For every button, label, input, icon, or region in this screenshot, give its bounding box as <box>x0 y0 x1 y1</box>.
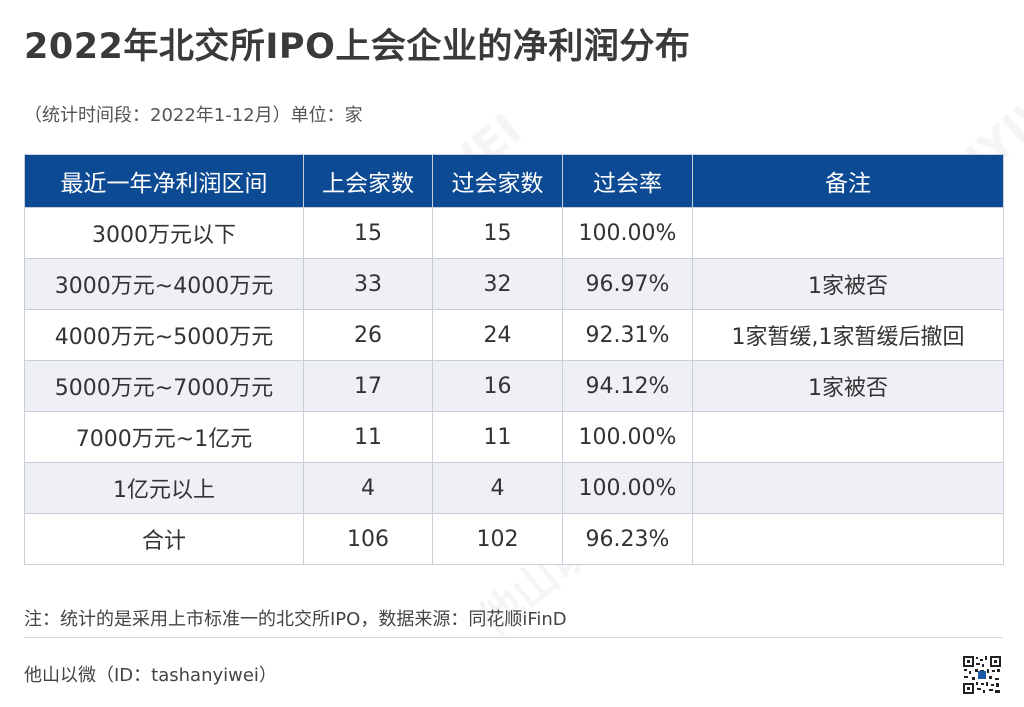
footer-divider <box>24 637 1003 638</box>
total-approval-rate-cell: 96.23% <box>562 513 693 565</box>
profit-range-cell: 1亿元以上 <box>24 462 304 514</box>
remarks-cell: 1家被否 <box>692 258 1004 310</box>
meetings-cell: 11 <box>303 411 433 463</box>
profit-range-cell: 3000万元以下 <box>24 207 304 259</box>
table-total-row: 合计 106 102 96.23% <box>24 513 1004 565</box>
total-meetings-cell: 106 <box>303 513 433 565</box>
profit-range-cell: 4000万元~5000万元 <box>24 309 304 361</box>
total-remarks-cell <box>692 513 1004 565</box>
column-header-remarks: 备注 <box>692 154 1004 208</box>
approved-cell: 15 <box>432 207 563 259</box>
profit-distribution-table: 最近一年净利润区间 上会家数 过会家数 过会率 备注 3000万元以下 15 1… <box>24 154 1004 565</box>
approved-cell: 24 <box>432 309 563 361</box>
approval-rate-cell: 94.12% <box>562 360 693 412</box>
remarks-cell: 1家被否 <box>692 360 1004 412</box>
remarks-cell <box>692 207 1004 259</box>
table-row: 3000万元以下 15 15 100.00% <box>24 207 1004 259</box>
meetings-cell: 4 <box>303 462 433 514</box>
approval-rate-cell: 100.00% <box>562 207 693 259</box>
approved-cell: 32 <box>432 258 563 310</box>
table-row: 3000万元~4000万元 33 32 96.97% 1家被否 <box>24 258 1004 310</box>
column-header-approved: 过会家数 <box>432 154 563 208</box>
approval-rate-cell: 96.97% <box>562 258 693 310</box>
remarks-cell: 1家暂缓,1家暂缓后撤回 <box>692 309 1004 361</box>
approval-rate-cell: 92.31% <box>562 309 693 361</box>
column-header-approval-rate: 过会率 <box>562 154 693 208</box>
table-row: 7000万元~1亿元 11 11 100.00% <box>24 411 1004 463</box>
meetings-cell: 33 <box>303 258 433 310</box>
approved-cell: 4 <box>432 462 563 514</box>
remarks-cell <box>692 411 1004 463</box>
page-subtitle: （统计时间段：2022年1-12月）单位：家 <box>24 105 363 126</box>
total-approved-cell: 102 <box>432 513 563 565</box>
meetings-cell: 26 <box>303 309 433 361</box>
meetings-cell: 17 <box>303 360 433 412</box>
table-row: 4000万元~5000万元 26 24 92.31% 1家暂缓,1家暂缓后撤回 <box>24 309 1004 361</box>
meetings-cell: 15 <box>303 207 433 259</box>
total-label-cell: 合计 <box>24 513 304 565</box>
column-header-meetings: 上会家数 <box>303 154 433 208</box>
table-header-row: 最近一年净利润区间 上会家数 过会家数 过会率 备注 <box>24 154 1004 208</box>
approved-cell: 16 <box>432 360 563 412</box>
page-title: 2022年北交所IPO上会企业的净利润分布 <box>24 27 691 67</box>
approval-rate-cell: 100.00% <box>562 411 693 463</box>
footer-account: 他山以微（ID：tashanyiwei） <box>24 665 277 686</box>
approved-cell: 11 <box>432 411 563 463</box>
table-row: 5000万元~7000万元 17 16 94.12% 1家被否 <box>24 360 1004 412</box>
source-note: 注：统计的是采用上市标准一的北交所IPO，数据来源：同花顺iFinD <box>24 609 567 630</box>
table-row: 1亿元以上 4 4 100.00% <box>24 462 1004 514</box>
qr-code-icon <box>962 655 1002 695</box>
approval-rate-cell: 100.00% <box>562 462 693 514</box>
column-header-profit-range: 最近一年净利润区间 <box>24 154 304 208</box>
profit-range-cell: 5000万元~7000万元 <box>24 360 304 412</box>
profit-range-cell: 3000万元~4000万元 <box>24 258 304 310</box>
profit-range-cell: 7000万元~1亿元 <box>24 411 304 463</box>
remarks-cell <box>692 462 1004 514</box>
